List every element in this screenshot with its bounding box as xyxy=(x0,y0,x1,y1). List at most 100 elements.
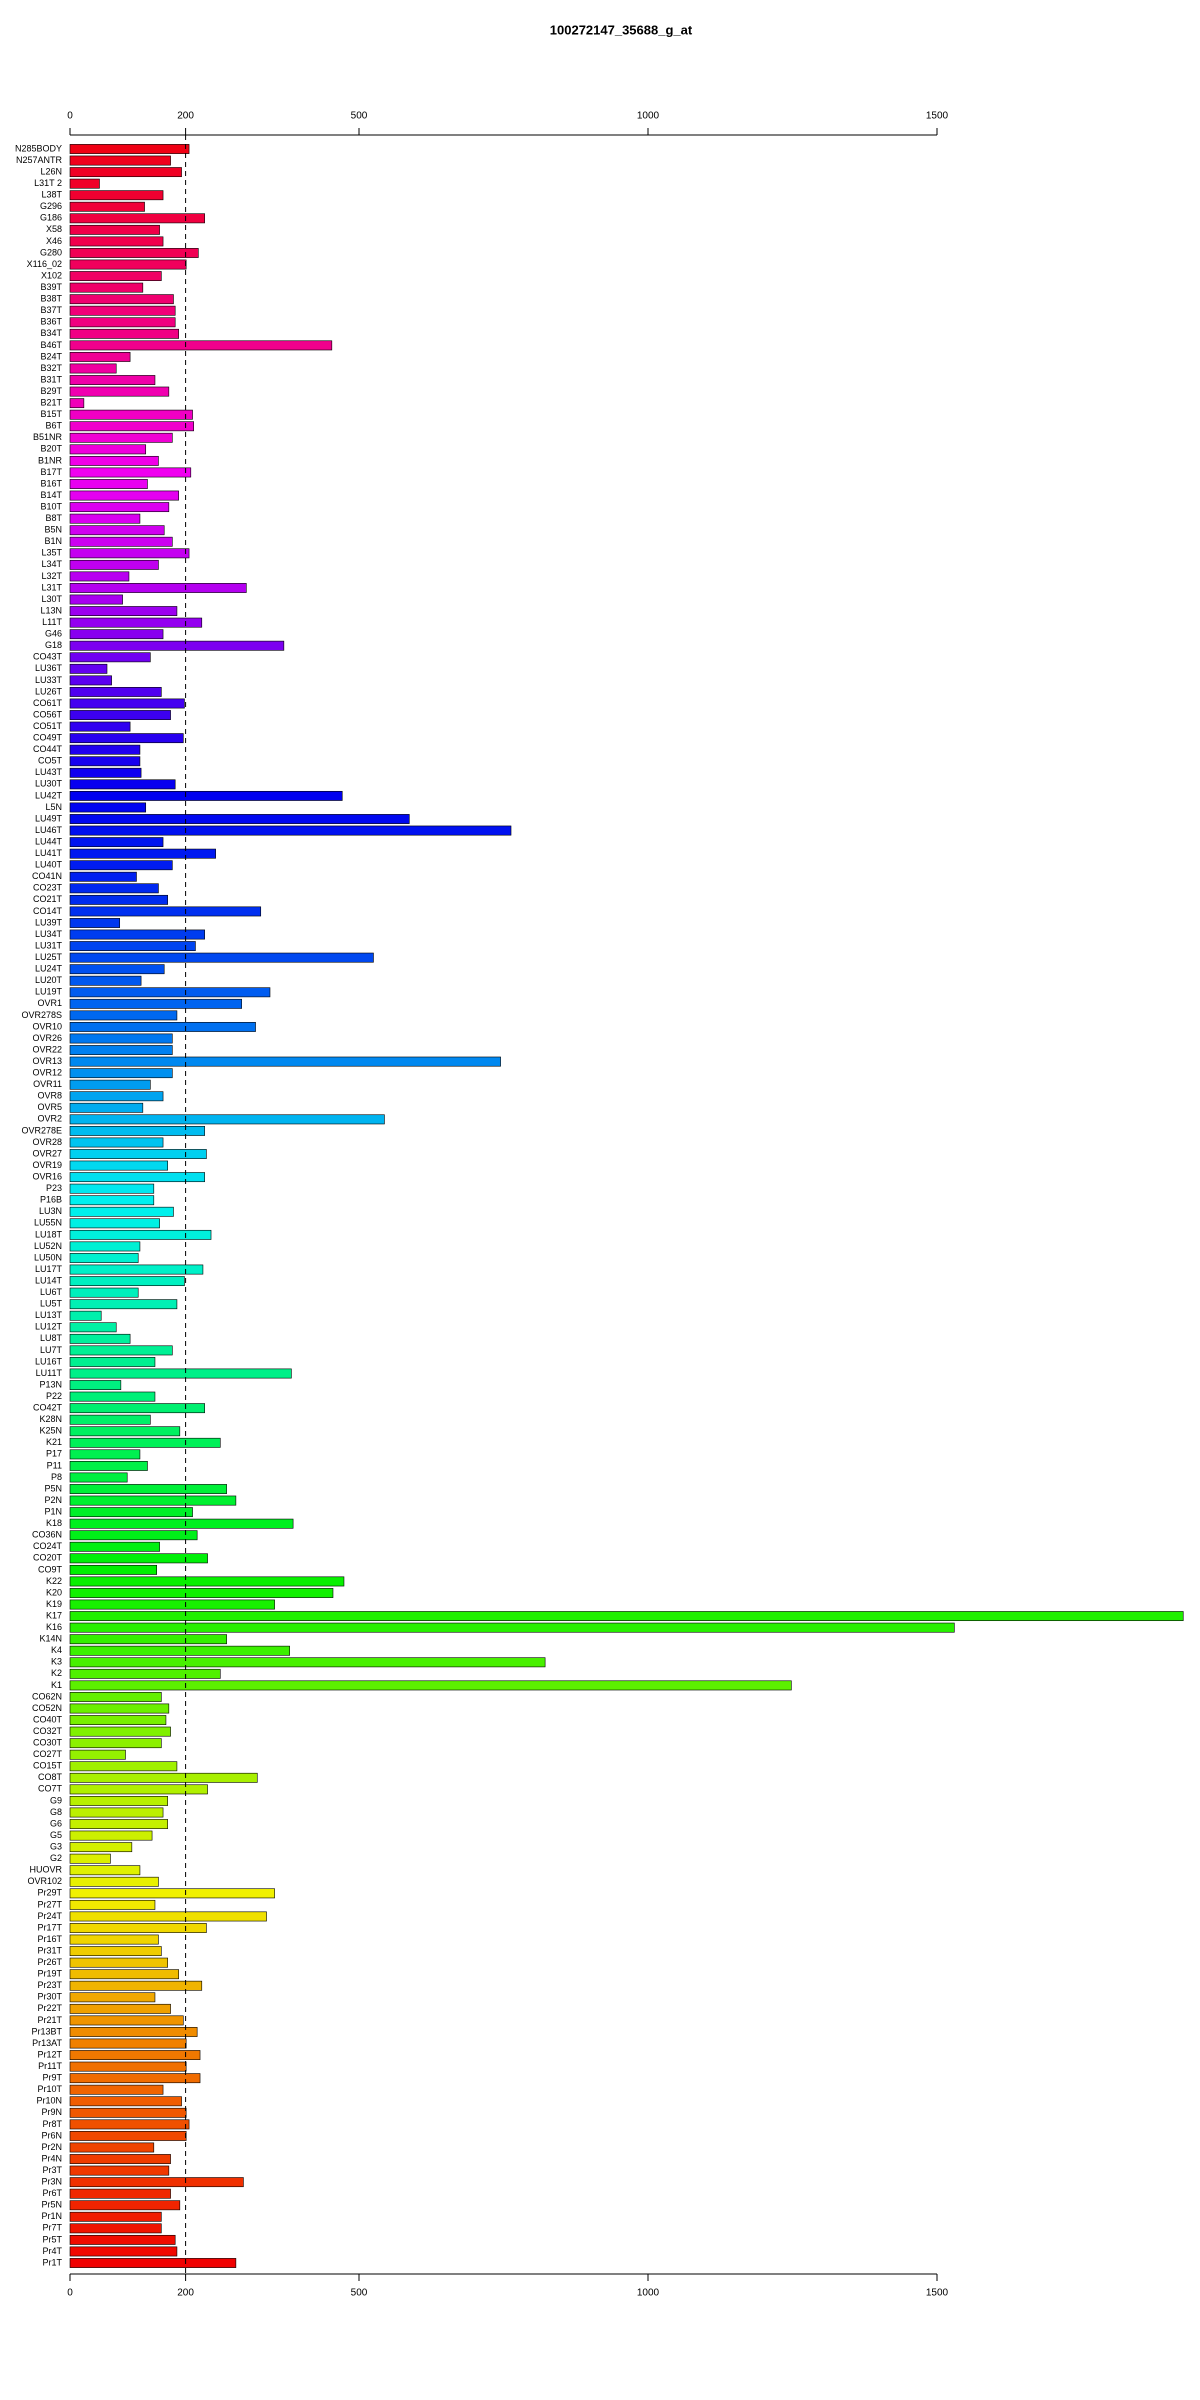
bar xyxy=(69,1264,204,1275)
chart-title: 100272147_35688_g_at xyxy=(550,22,693,37)
bar xyxy=(69,1668,221,1679)
bar xyxy=(69,363,117,374)
category-label: B15T xyxy=(40,409,62,419)
category-label: LU30T xyxy=(35,779,63,789)
x-tick-label: 500 xyxy=(351,2288,368,2299)
bar xyxy=(69,2096,182,2107)
category-label: LU5T xyxy=(40,1299,63,1309)
bar xyxy=(69,848,216,859)
bar xyxy=(69,1149,207,1159)
bar xyxy=(69,2258,237,2268)
category-label: LU40T xyxy=(35,860,63,870)
category-label: B16T xyxy=(40,478,62,488)
bar xyxy=(69,2131,187,2141)
bar xyxy=(69,1692,162,1702)
category-label: CO43T xyxy=(33,652,63,662)
x-tick-label: 1500 xyxy=(926,111,949,122)
bar xyxy=(69,259,187,270)
x-tick-label: 1000 xyxy=(637,111,660,122)
category-label: Pr10N xyxy=(36,2096,62,2106)
category-label: P23 xyxy=(46,1183,62,1193)
category-label: Pr1N xyxy=(41,2211,62,2221)
bar xyxy=(69,2234,176,2245)
category-label: G2 xyxy=(50,1853,62,1863)
bar xyxy=(69,1472,128,1483)
category-label: K18 xyxy=(46,1518,62,1528)
bar xyxy=(69,548,190,559)
category-label: P22 xyxy=(46,1391,62,1401)
bar xyxy=(69,1218,160,1229)
bar xyxy=(69,1934,159,1945)
bar xyxy=(69,721,131,732)
category-label: CO61T xyxy=(33,698,63,708)
category-label: LU46T xyxy=(35,825,63,835)
category-label: P2N xyxy=(44,1495,62,1505)
category-label: K20 xyxy=(46,1587,62,1597)
bar xyxy=(69,1657,546,1668)
bar xyxy=(69,536,173,547)
bar xyxy=(69,2177,244,2188)
bar xyxy=(69,929,205,940)
bar xyxy=(69,2223,162,2234)
bar xyxy=(69,1460,148,1471)
category-label: X116_02 xyxy=(27,259,62,269)
category-label: LU50N xyxy=(34,1252,62,1262)
bar xyxy=(69,1588,334,1598)
category-label: LU55N xyxy=(34,1218,62,1228)
bar xyxy=(69,271,162,281)
bar xyxy=(69,248,199,258)
category-label: LU43T xyxy=(35,767,63,777)
bar xyxy=(69,906,262,917)
category-label: CO7T xyxy=(38,1784,63,1794)
bar xyxy=(69,1611,1184,1622)
bar xyxy=(69,802,147,813)
bar xyxy=(69,340,333,351)
category-label: B51NR xyxy=(33,432,63,442)
category-label: OVR11 xyxy=(33,1079,62,1089)
category-label: LU13T xyxy=(35,1310,63,1320)
bar xyxy=(69,918,121,928)
bar xyxy=(69,1206,174,1217)
bar xyxy=(69,1495,237,1506)
category-label: Pr19T xyxy=(37,1969,62,1979)
category-label: LU8T xyxy=(40,1333,63,1343)
category-label: CO51T xyxy=(33,721,63,731)
bar xyxy=(69,1345,173,1356)
category-label: CO56T xyxy=(33,709,63,719)
category-label: Pr30T xyxy=(37,1992,62,2002)
category-label: LU24T xyxy=(35,964,63,974)
bar xyxy=(69,1796,168,1806)
bar xyxy=(69,779,176,790)
bar xyxy=(69,1518,294,1529)
category-label: K17 xyxy=(46,1610,62,1620)
bar xyxy=(69,294,174,305)
category-label: LU31T xyxy=(35,940,63,950)
bar xyxy=(69,1969,179,1980)
bar xyxy=(69,1507,193,1518)
category-label: LU44T xyxy=(35,836,63,846)
category-label: CO36N xyxy=(32,1530,62,1540)
bar xyxy=(69,617,203,628)
bar xyxy=(69,1091,164,1102)
bar xyxy=(69,375,156,385)
category-label: LU18T xyxy=(35,1229,63,1239)
category-label: Pr5T xyxy=(42,2234,62,2244)
bar xyxy=(69,837,164,848)
category-label: OVR8 xyxy=(37,1091,62,1101)
bar xyxy=(69,583,247,593)
category-label: OVR10 xyxy=(32,1021,62,1031)
bar xyxy=(69,2003,171,2014)
category-label: CO23T xyxy=(33,883,63,893)
bar xyxy=(69,1842,133,1853)
category-label: N257ANTR xyxy=(16,155,63,165)
bar xyxy=(69,1865,141,1876)
category-label: B17T xyxy=(40,467,62,477)
category-label: Pr27T xyxy=(37,1899,62,1909)
bar xyxy=(69,894,168,905)
bar xyxy=(69,1784,208,1795)
category-label: K22 xyxy=(46,1576,62,1586)
bar xyxy=(69,328,179,339)
category-label: P5N xyxy=(44,1483,62,1493)
category-label: CO40T xyxy=(33,1714,63,1724)
